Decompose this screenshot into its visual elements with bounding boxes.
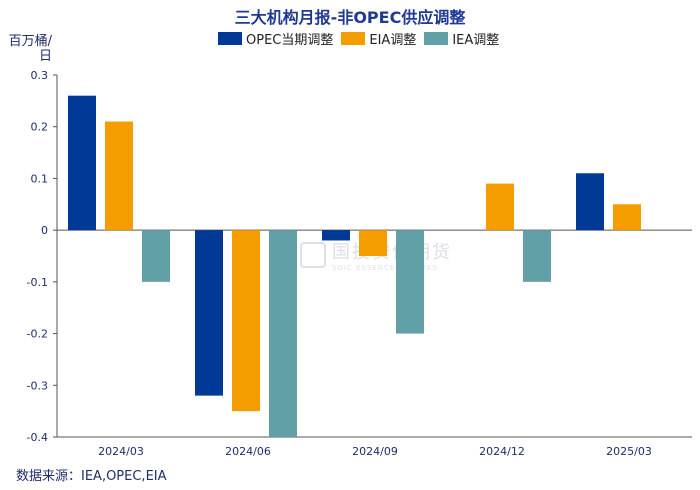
source-note: 数据来源：IEA,OPEC,EIA bbox=[16, 469, 167, 484]
y-tick-label: 0.2 bbox=[31, 121, 49, 134]
bar-opec bbox=[576, 173, 604, 231]
x-tick-label: 2024/06 bbox=[225, 445, 271, 458]
legend-item-opec: OPEC当期调整 bbox=[218, 29, 333, 48]
bar-opec bbox=[68, 95, 96, 231]
legend-swatch-iea bbox=[424, 32, 449, 45]
y-tick-label: -0.4 bbox=[27, 431, 48, 444]
y-tick-label: -0.2 bbox=[27, 328, 48, 341]
watermark-logo-icon bbox=[300, 242, 326, 268]
bar-opec bbox=[195, 230, 223, 396]
x-tick-label: 2025/03 bbox=[606, 445, 652, 458]
y-tick-label: 0.3 bbox=[31, 69, 49, 82]
bar-eia bbox=[613, 204, 641, 231]
y-axis-unit: 百万桶/日 bbox=[8, 34, 52, 64]
x-tick-label: 2024/12 bbox=[479, 445, 525, 458]
bar-eia bbox=[232, 230, 260, 412]
bar-iea bbox=[269, 230, 297, 437]
y-tick-label: -0.1 bbox=[27, 276, 48, 289]
y-tick-label: 0 bbox=[41, 224, 48, 237]
x-tick-label: 2024/03 bbox=[98, 445, 144, 458]
legend-swatch-opec bbox=[218, 32, 242, 45]
legend-label-eia: EIA调整 bbox=[369, 33, 417, 48]
bar-opec bbox=[322, 230, 350, 241]
bar-eia bbox=[486, 183, 514, 231]
y-tick-label: -0.3 bbox=[27, 379, 48, 392]
bar-iea bbox=[396, 230, 424, 334]
legend-label-iea: IEA调整 bbox=[452, 33, 500, 48]
legend-swatch-eia bbox=[341, 32, 366, 45]
x-tick-label: 2024/09 bbox=[352, 445, 398, 458]
legend-item-eia: EIA调整 bbox=[341, 29, 416, 48]
legend-label-opec: OPEC当期调整 bbox=[246, 33, 334, 48]
chart-title: 三大机构月报-非OPEC供应调整 bbox=[234, 8, 466, 27]
watermark-subtext: SDIC ESSENCE FUTURES bbox=[332, 264, 438, 272]
bar-iea bbox=[523, 230, 551, 282]
legend: OPEC当期调整 EIA调整 IEA调整 bbox=[218, 29, 507, 48]
y-tick-label: 0.1 bbox=[31, 172, 49, 185]
bar-iea bbox=[142, 230, 170, 282]
legend-item-iea: IEA调整 bbox=[424, 29, 499, 48]
bar-eia bbox=[105, 121, 133, 231]
bar-eia bbox=[359, 230, 387, 256]
